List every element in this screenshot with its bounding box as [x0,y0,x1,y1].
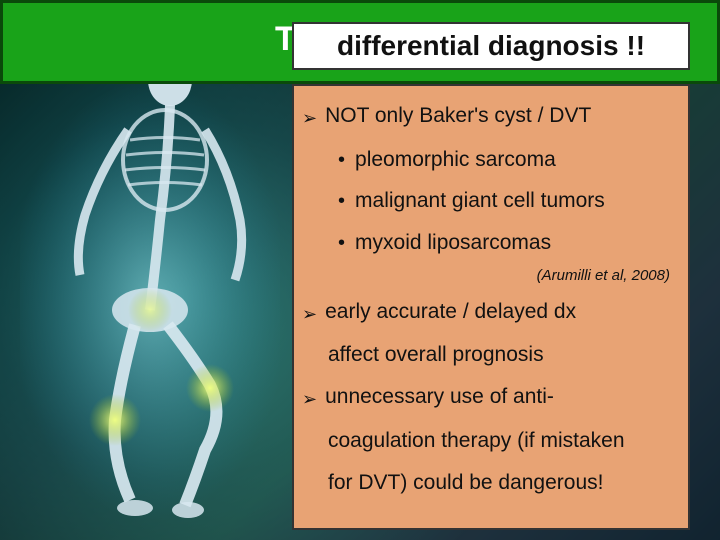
sub-bullet-3-text: myxoid liposarcomas [355,225,551,261]
dot-icon: • [338,184,345,218]
bullet-3-cont1: coagulation therapy (if mistaken [328,423,680,459]
bullet-2-cont: affect overall prognosis [328,337,680,373]
bullet-1-text: NOT only Baker's cyst / DVT [325,98,591,134]
bullet-3-cont2: for DVT) could be dangerous! [328,465,680,501]
skeleton-figure [20,40,280,540]
dot-icon: • [338,226,345,260]
chevron-icon: ➢ [302,103,317,134]
bullet-3-text: unnecessary use of anti- [325,379,554,415]
bullet-1: ➢ NOT only Baker's cyst / DVT [302,98,680,134]
chevron-icon: ➢ [302,384,317,415]
dot-icon: • [338,143,345,177]
sub-bullet-1: • pleomorphic sarcoma [338,142,680,178]
title-box: differential diagnosis !! [292,22,690,70]
sub-bullet-2: • malignant giant cell tumors [338,183,680,219]
bullet-3: ➢ unnecessary use of anti- [302,379,680,415]
skeleton-svg [20,40,280,540]
sub-bullet-1-text: pleomorphic sarcoma [355,142,556,178]
slide: T differential diagnosis !! ➢ NOT only B… [0,0,720,540]
chevron-icon: ➢ [302,299,317,330]
bullet-2-text: early accurate / delayed dx [325,294,576,330]
sub-bullet-3: • myxoid liposarcomas [338,225,680,261]
title-text: differential diagnosis !! [337,30,645,62]
sub-bullet-2-text: malignant giant cell tumors [355,183,605,219]
bullet-2: ➢ early accurate / delayed dx [302,294,680,330]
citation: (Arumilli et al, 2008) [302,267,670,284]
content-box: ➢ NOT only Baker's cyst / DVT • pleomorp… [292,84,690,530]
